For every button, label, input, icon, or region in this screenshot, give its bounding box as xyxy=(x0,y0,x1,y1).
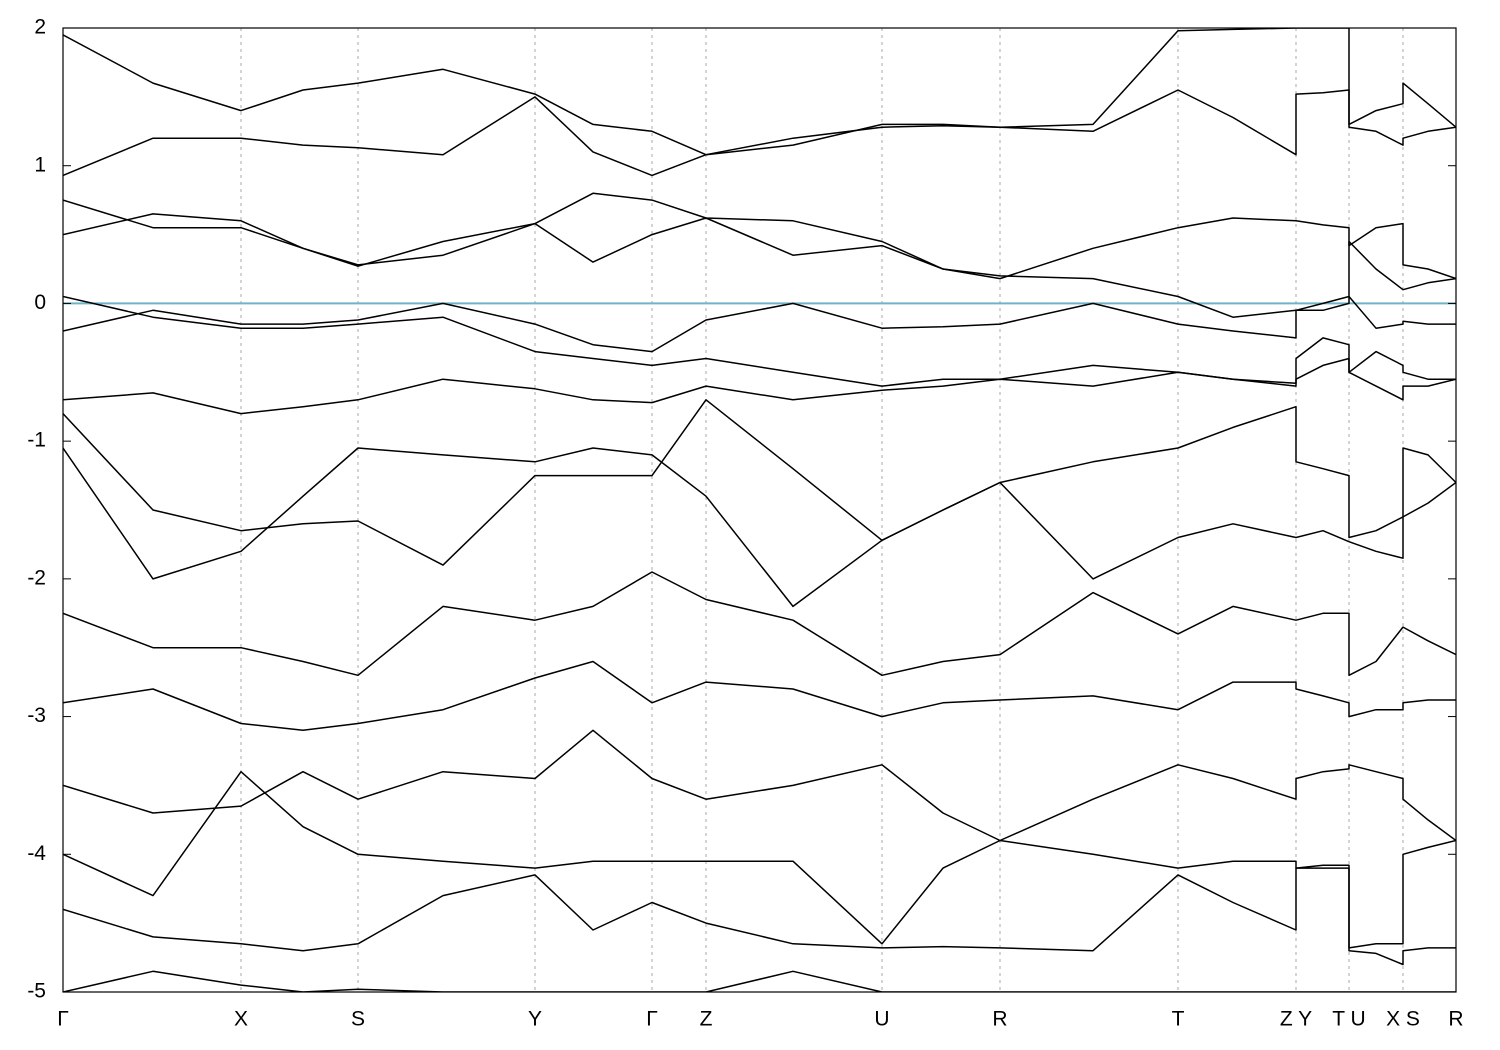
x-tick-label: Z Y xyxy=(1280,1008,1312,1031)
grid-layer xyxy=(62,28,1457,992)
x-tick-label: R xyxy=(992,1008,1007,1031)
y-tick-label: -3 xyxy=(27,704,46,727)
band-line xyxy=(63,571,1456,677)
x-tick-label: Γ xyxy=(646,1008,658,1031)
x-tick-label: Y xyxy=(528,1008,542,1031)
bands xyxy=(63,28,1456,992)
band-line xyxy=(63,295,1456,353)
x-tick-label: R xyxy=(1448,1008,1463,1031)
band-line xyxy=(63,660,1456,732)
y-tick-label: -4 xyxy=(27,842,46,865)
band-line xyxy=(63,357,1456,415)
band-line xyxy=(63,192,1456,280)
y-tick-label: -1 xyxy=(27,429,46,452)
band-line xyxy=(63,399,1456,566)
x-tick-label: T xyxy=(1172,1008,1185,1031)
band-line xyxy=(63,34,1456,156)
plot-frame xyxy=(62,27,1457,993)
y-tick-label: -5 xyxy=(27,980,46,1003)
x-tick-label: Z xyxy=(700,1008,713,1031)
x-tick-label: T U xyxy=(1332,1008,1365,1031)
y-tick-label: 2 xyxy=(34,16,46,39)
band-line xyxy=(63,447,1456,608)
x-tick-label: Γ xyxy=(57,1008,69,1031)
x-tick-label: X xyxy=(234,1008,248,1031)
x-tick-label: U xyxy=(874,1008,889,1031)
y-tick-label: -2 xyxy=(27,566,46,589)
band-line xyxy=(63,28,1456,177)
y-tick-label: 0 xyxy=(34,291,46,314)
band-line xyxy=(63,970,1456,992)
y-tick-label: 1 xyxy=(34,153,46,176)
band-line xyxy=(63,213,1456,318)
band-line xyxy=(63,770,1456,949)
axis-labels: -5 -4 -3 -2 -1 0 1 2 Γ X S Y Γ Z U R T Z Y T U X S R xyxy=(27,16,1463,1031)
x-tick-label: S xyxy=(351,1008,365,1031)
band-line xyxy=(63,864,1456,966)
x-tick-label: X S xyxy=(1386,1008,1420,1031)
band-line xyxy=(63,729,1456,842)
